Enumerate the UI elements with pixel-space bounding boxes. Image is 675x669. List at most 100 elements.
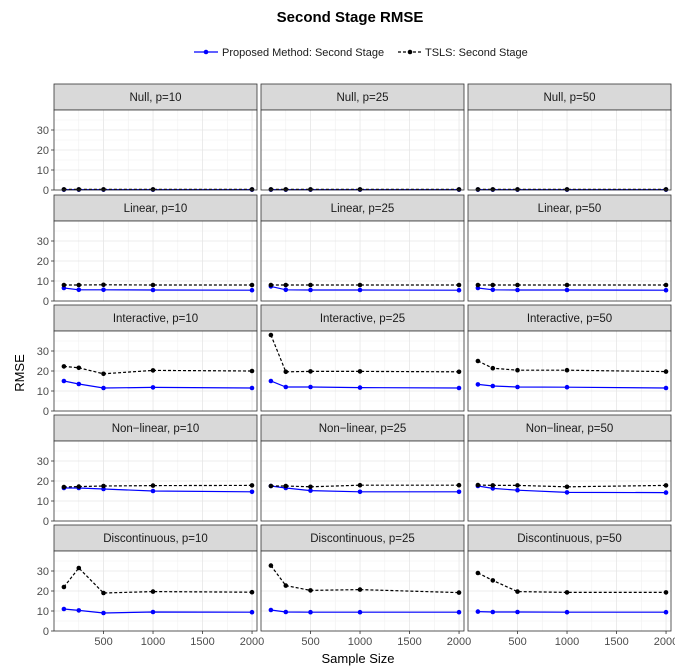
panel-linear-p-25: Linear, p=25 — [260, 194, 465, 302]
y-tick-label: 20 — [37, 256, 49, 268]
facet-strip-label: Discontinuous, p=50 — [517, 533, 622, 545]
panel-border — [467, 550, 672, 632]
data-point-proposed — [357, 385, 363, 390]
data-point-tsls — [283, 187, 289, 192]
data-point-tsls — [456, 187, 462, 192]
data-point-tsls — [515, 282, 520, 288]
data-point-tsls — [357, 369, 363, 374]
x-tick-label: 2000 — [240, 636, 264, 648]
data-point-tsls — [564, 282, 570, 288]
data-point-proposed — [663, 490, 669, 495]
data-point-tsls — [564, 590, 570, 595]
panel-border — [260, 330, 465, 412]
panel-discontinuous-p-10: Discontinuous, p=10 0 10 20 30 500 1000 1500 200… — [37, 524, 264, 648]
y-tick-label: 30 — [37, 456, 49, 468]
data-point-tsls — [61, 484, 67, 490]
data-point-tsls — [456, 282, 462, 288]
data-point-tsls — [663, 187, 669, 192]
data-point-proposed — [150, 488, 156, 494]
facet-strip — [53, 83, 258, 111]
data-point-proposed — [150, 287, 156, 293]
x-tick-label: 500 — [301, 636, 319, 648]
y-tick-label: 20 — [37, 586, 49, 598]
data-point-tsls — [101, 590, 106, 596]
data-point-tsls — [283, 483, 289, 489]
x-tick-label: 1000 — [555, 636, 579, 648]
data-point-tsls — [101, 483, 106, 489]
data-point-tsls — [61, 584, 67, 590]
data-point-proposed — [150, 609, 156, 615]
data-point-proposed — [61, 606, 67, 612]
data-point-proposed — [490, 383, 496, 389]
data-point-tsls — [490, 578, 496, 583]
data-point-tsls — [76, 187, 82, 192]
legend-label-tsls: TSLS: Second Stage — [425, 47, 528, 59]
facet-strip — [53, 524, 258, 552]
data-point-tsls — [475, 187, 481, 192]
data-point-proposed — [283, 384, 289, 390]
data-point-proposed — [101, 610, 106, 616]
panel-non-linear-p-25: Non−linear, p=25 — [260, 414, 465, 522]
series-line-tsls — [270, 484, 459, 488]
panel-border — [260, 440, 465, 522]
y-tick-label: 0 — [43, 516, 49, 528]
data-point-proposed — [268, 378, 274, 384]
data-point-tsls — [663, 483, 669, 488]
facet-strip-label: Interactive, p=10 — [113, 313, 198, 325]
data-point-tsls — [268, 563, 274, 568]
data-point-tsls — [475, 482, 481, 488]
data-point-proposed — [268, 607, 274, 613]
facet-strip-label: Interactive, p=50 — [527, 313, 612, 325]
y-tick-label: 10 — [37, 276, 49, 288]
data-point-proposed — [475, 382, 481, 387]
legend: Proposed Method: Second Stage TSLS: Seco… — [194, 47, 528, 59]
data-point-proposed — [76, 381, 82, 387]
data-point-tsls — [150, 282, 156, 288]
y-tick-label: 30 — [37, 236, 49, 248]
data-point-tsls — [490, 483, 496, 488]
data-point-tsls — [308, 484, 313, 490]
data-point-proposed — [283, 609, 289, 615]
data-point-proposed — [515, 609, 520, 615]
data-point-proposed — [150, 385, 156, 390]
data-point-proposed — [283, 287, 289, 293]
data-point-proposed — [308, 384, 313, 390]
data-point-tsls — [150, 589, 156, 594]
data-point-tsls — [76, 365, 82, 371]
data-point-proposed — [663, 385, 669, 391]
data-point-tsls — [564, 484, 570, 490]
x-tick-label: 2000 — [654, 636, 675, 648]
panel-null-p-25: Null, p=25 — [260, 83, 465, 192]
panel-linear-p-50: Linear, p=50 — [467, 194, 672, 302]
data-point-tsls — [663, 590, 669, 595]
data-point-tsls — [308, 588, 313, 593]
series-line-tsls — [63, 567, 253, 594]
x-tick-label: 1500 — [604, 636, 628, 648]
panel-border — [467, 440, 672, 522]
facet-strip-label: Null, p=25 — [336, 92, 388, 104]
panel-discontinuous-p-50: Discontinuous, p=50 500 1000 1500 2000 — [467, 524, 675, 648]
y-tick-label: 0 — [43, 626, 49, 638]
data-point-tsls — [249, 368, 255, 374]
facet-strip — [467, 83, 672, 111]
data-point-tsls — [76, 484, 82, 489]
panel-border — [260, 550, 465, 632]
data-point-tsls — [515, 367, 520, 373]
facet-strip-label: Non−linear, p=50 — [526, 423, 614, 435]
data-point-tsls — [268, 282, 274, 288]
data-point-proposed — [564, 609, 570, 615]
data-point-tsls — [150, 483, 156, 488]
panel-non-linear-p-50: Non−linear, p=50 — [467, 414, 672, 522]
panel-border — [260, 220, 465, 302]
facet-strip-label: Non−linear, p=25 — [319, 423, 407, 435]
data-point-proposed — [76, 608, 82, 613]
x-tick-label: 1000 — [348, 636, 372, 648]
data-point-tsls — [150, 368, 156, 373]
data-point-tsls — [283, 369, 289, 375]
y-tick-label: 20 — [37, 366, 49, 378]
panel-non-linear-p-10: Non−linear, p=10 0 10 20 30 — [37, 414, 258, 528]
data-point-tsls — [564, 367, 570, 373]
y-tick-label: 30 — [37, 346, 49, 358]
data-point-tsls — [268, 332, 274, 338]
y-tick-label: 20 — [37, 145, 49, 157]
